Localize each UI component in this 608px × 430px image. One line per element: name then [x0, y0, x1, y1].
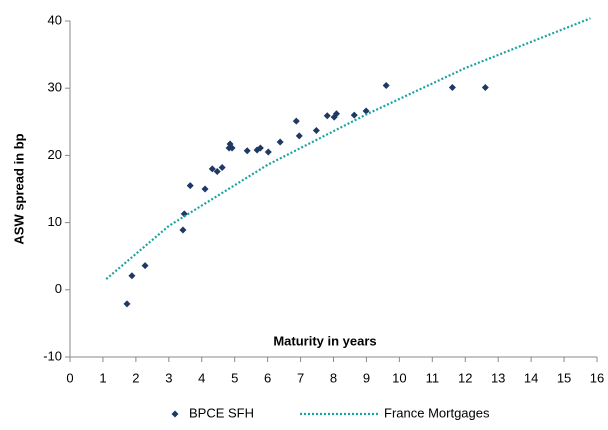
y-tick-label: 10 [48, 214, 62, 229]
point [264, 148, 272, 156]
x-tick-label: 7 [297, 370, 304, 385]
legend-marker [171, 410, 179, 418]
point [208, 165, 216, 173]
point [186, 182, 194, 190]
point [243, 147, 251, 155]
x-tick-label: 2 [132, 370, 139, 385]
x-tick-label: 15 [557, 370, 571, 385]
x-tick-label: 11 [426, 370, 440, 385]
y-tick-label: 20 [48, 147, 62, 162]
x-tick-label: 1 [99, 370, 106, 385]
point [256, 144, 264, 152]
trend-line [105, 17, 591, 280]
y-tick-label: 0 [55, 281, 62, 296]
point [180, 210, 188, 218]
x-tick-label: 6 [264, 370, 271, 385]
point [323, 112, 331, 120]
y-axis-label: ASW spread in bp [11, 133, 26, 244]
point [218, 163, 226, 171]
point [141, 262, 149, 270]
point [295, 132, 303, 140]
point [312, 127, 320, 135]
x-tick-label: 3 [165, 370, 172, 385]
x-tick-label: 10 [392, 370, 406, 385]
point [362, 107, 370, 115]
point [332, 110, 340, 118]
point [179, 226, 187, 234]
x-axis-label: Maturity in years [273, 333, 376, 348]
x-tick-label: 13 [491, 370, 505, 385]
point [481, 84, 489, 92]
x-tick-label: 0 [66, 370, 73, 385]
x-tick-label: 8 [330, 370, 337, 385]
point [128, 272, 136, 280]
x-tick-label: 9 [363, 370, 370, 385]
legend-label: BPCE SFH [189, 405, 254, 420]
point [292, 117, 300, 125]
point [382, 82, 390, 90]
legend-label: France Mortgages [384, 405, 490, 420]
point [228, 144, 236, 152]
y-tick-label: 40 [48, 12, 62, 27]
x-tick-label: 5 [231, 370, 238, 385]
point [213, 168, 221, 176]
x-tick-label: 16 [590, 370, 604, 385]
point [276, 138, 284, 146]
point [123, 300, 131, 308]
x-tick-label: 14 [524, 370, 538, 385]
y-tick-label: 30 [48, 80, 62, 95]
point [448, 84, 456, 92]
x-tick-label: 12 [458, 370, 472, 385]
point [350, 111, 358, 119]
x-tick-label: 4 [198, 370, 205, 385]
y-tick-label: -10 [43, 348, 62, 363]
point [201, 185, 209, 193]
